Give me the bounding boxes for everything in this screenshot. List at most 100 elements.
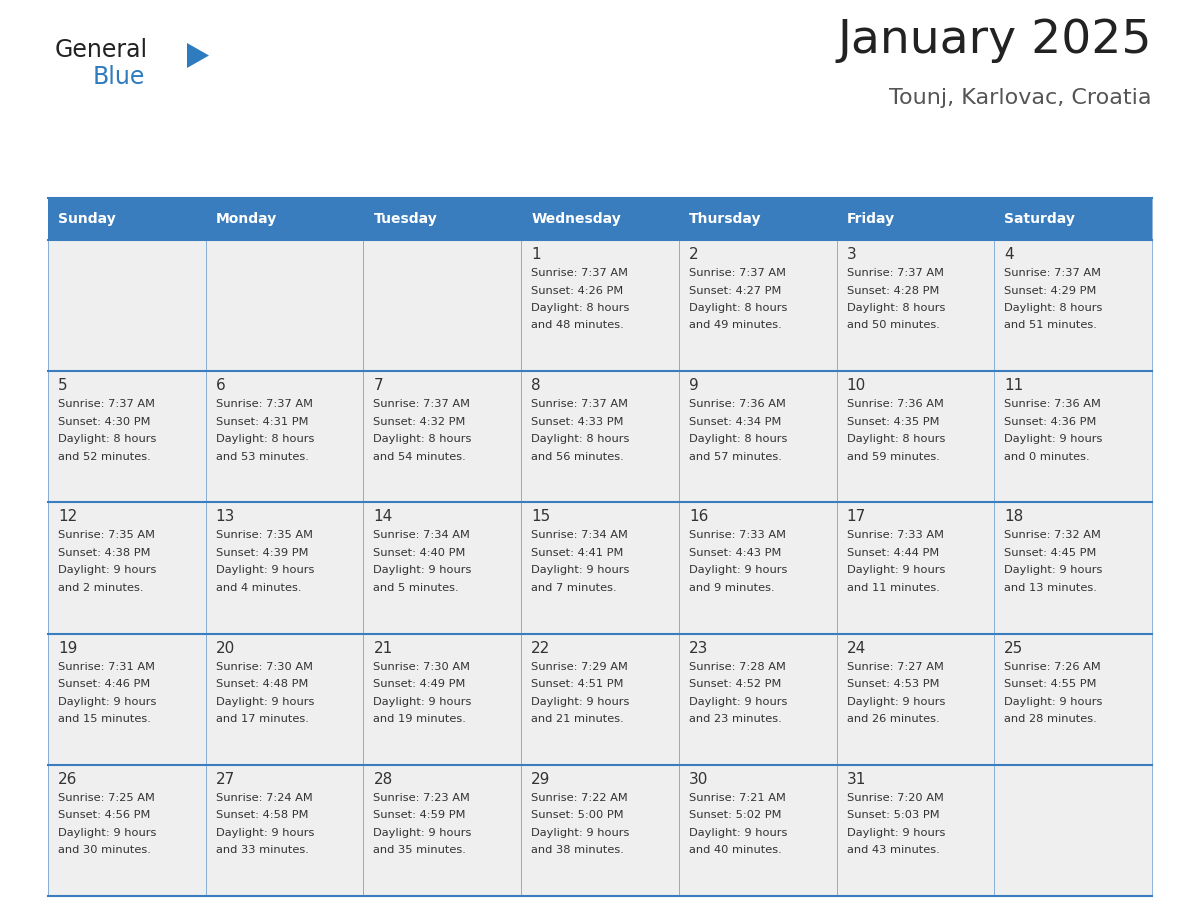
Text: Sunset: 4:32 PM: Sunset: 4:32 PM [373,417,466,427]
Text: and 43 minutes.: and 43 minutes. [847,845,940,856]
Text: Sunrise: 7:24 AM: Sunrise: 7:24 AM [216,793,312,803]
Text: Sunrise: 7:35 AM: Sunrise: 7:35 AM [58,531,154,541]
Text: and 50 minutes.: and 50 minutes. [847,320,940,330]
Text: Sunset: 4:41 PM: Sunset: 4:41 PM [531,548,624,558]
Text: 13: 13 [216,509,235,524]
Text: 21: 21 [373,641,393,655]
Text: Sunrise: 7:27 AM: Sunrise: 7:27 AM [847,662,943,672]
Text: Sunset: 4:51 PM: Sunset: 4:51 PM [531,679,624,689]
Text: and 4 minutes.: and 4 minutes. [216,583,302,593]
Bar [994,198,1152,240]
Text: Daylight: 8 hours: Daylight: 8 hours [58,434,157,444]
Text: 7: 7 [373,378,383,393]
Text: Tounj, Karlovac, Croatia: Tounj, Karlovac, Croatia [890,88,1152,108]
Text: Daylight: 9 hours: Daylight: 9 hours [847,697,944,707]
Text: Daylight: 9 hours: Daylight: 9 hours [58,828,157,838]
Text: and 28 minutes.: and 28 minutes. [1004,714,1097,724]
Bar [678,371,836,502]
Text: Sunrise: 7:30 AM: Sunrise: 7:30 AM [216,662,312,672]
Text: Sunrise: 7:37 AM: Sunrise: 7:37 AM [847,268,943,278]
Text: Sunrise: 7:34 AM: Sunrise: 7:34 AM [531,531,628,541]
Text: January 2025: January 2025 [838,18,1152,63]
Text: and 30 minutes.: and 30 minutes. [58,845,151,856]
Text: Daylight: 8 hours: Daylight: 8 hours [216,434,314,444]
Text: Daylight: 9 hours: Daylight: 9 hours [531,828,630,838]
Bar [48,633,206,765]
Text: Sunset: 5:03 PM: Sunset: 5:03 PM [847,811,940,821]
Text: Sunrise: 7:30 AM: Sunrise: 7:30 AM [373,662,470,672]
Text: Sunrise: 7:37 AM: Sunrise: 7:37 AM [216,399,312,409]
Text: Sunrise: 7:31 AM: Sunrise: 7:31 AM [58,662,154,672]
Text: 15: 15 [531,509,550,524]
Text: 12: 12 [58,509,77,524]
Text: Wednesday: Wednesday [531,212,621,226]
Text: and 49 minutes.: and 49 minutes. [689,320,782,330]
Bar [522,198,678,240]
Text: Sunset: 4:43 PM: Sunset: 4:43 PM [689,548,782,558]
Text: 6: 6 [216,378,226,393]
Text: Sunrise: 7:35 AM: Sunrise: 7:35 AM [216,531,312,541]
Text: Daylight: 9 hours: Daylight: 9 hours [373,697,472,707]
Text: Sunset: 4:48 PM: Sunset: 4:48 PM [216,679,308,689]
Bar [48,240,206,371]
Bar [206,198,364,240]
Text: Daylight: 9 hours: Daylight: 9 hours [1004,565,1102,576]
Text: Sunset: 4:33 PM: Sunset: 4:33 PM [531,417,624,427]
Text: 19: 19 [58,641,77,655]
Text: General: General [55,38,148,62]
Bar [994,633,1152,765]
Text: Daylight: 8 hours: Daylight: 8 hours [847,303,944,313]
Text: Daylight: 9 hours: Daylight: 9 hours [216,697,314,707]
Text: Daylight: 9 hours: Daylight: 9 hours [373,565,472,576]
Text: Sunset: 4:49 PM: Sunset: 4:49 PM [373,679,466,689]
Text: and 21 minutes.: and 21 minutes. [531,714,624,724]
Text: and 7 minutes.: and 7 minutes. [531,583,617,593]
Text: Sunset: 4:34 PM: Sunset: 4:34 PM [689,417,782,427]
Text: Sunrise: 7:28 AM: Sunrise: 7:28 AM [689,662,785,672]
Text: and 13 minutes.: and 13 minutes. [1004,583,1098,593]
Text: 17: 17 [847,509,866,524]
Text: 9: 9 [689,378,699,393]
Text: Daylight: 9 hours: Daylight: 9 hours [847,565,944,576]
Text: and 26 minutes.: and 26 minutes. [847,714,940,724]
Text: 29: 29 [531,772,550,787]
Bar [678,633,836,765]
Bar [994,502,1152,633]
Text: Sunset: 4:45 PM: Sunset: 4:45 PM [1004,548,1097,558]
Text: Daylight: 9 hours: Daylight: 9 hours [58,697,157,707]
Text: Sunrise: 7:25 AM: Sunrise: 7:25 AM [58,793,154,803]
Text: Sunset: 4:56 PM: Sunset: 4:56 PM [58,811,151,821]
Text: Daylight: 8 hours: Daylight: 8 hours [689,303,788,313]
Bar [522,633,678,765]
Text: Sunrise: 7:33 AM: Sunrise: 7:33 AM [689,531,785,541]
Text: Sunrise: 7:23 AM: Sunrise: 7:23 AM [373,793,470,803]
Text: Sunrise: 7:37 AM: Sunrise: 7:37 AM [1004,268,1101,278]
Text: Sunset: 4:53 PM: Sunset: 4:53 PM [847,679,939,689]
Text: Sunrise: 7:37 AM: Sunrise: 7:37 AM [373,399,470,409]
Bar [522,371,678,502]
Text: 23: 23 [689,641,708,655]
Text: Sunset: 4:36 PM: Sunset: 4:36 PM [1004,417,1097,427]
Text: 31: 31 [847,772,866,787]
Text: Sunrise: 7:37 AM: Sunrise: 7:37 AM [689,268,785,278]
Text: and 9 minutes.: and 9 minutes. [689,583,775,593]
Bar [836,765,994,896]
Text: Sunday: Sunday [58,212,115,226]
Text: Sunrise: 7:32 AM: Sunrise: 7:32 AM [1004,531,1101,541]
Bar [48,502,206,633]
Text: Sunrise: 7:22 AM: Sunrise: 7:22 AM [531,793,628,803]
Text: and 48 minutes.: and 48 minutes. [531,320,624,330]
Text: Sunrise: 7:29 AM: Sunrise: 7:29 AM [531,662,628,672]
Text: and 11 minutes.: and 11 minutes. [847,583,940,593]
Text: and 15 minutes.: and 15 minutes. [58,714,151,724]
Text: and 35 minutes.: and 35 minutes. [373,845,467,856]
Bar [206,502,364,633]
Text: 20: 20 [216,641,235,655]
Text: 28: 28 [373,772,393,787]
Text: Daylight: 9 hours: Daylight: 9 hours [373,828,472,838]
Text: and 57 minutes.: and 57 minutes. [689,452,782,462]
Text: Sunset: 4:35 PM: Sunset: 4:35 PM [847,417,939,427]
Text: and 40 minutes.: and 40 minutes. [689,845,782,856]
Text: Friday: Friday [847,212,895,226]
Polygon shape [187,43,209,68]
